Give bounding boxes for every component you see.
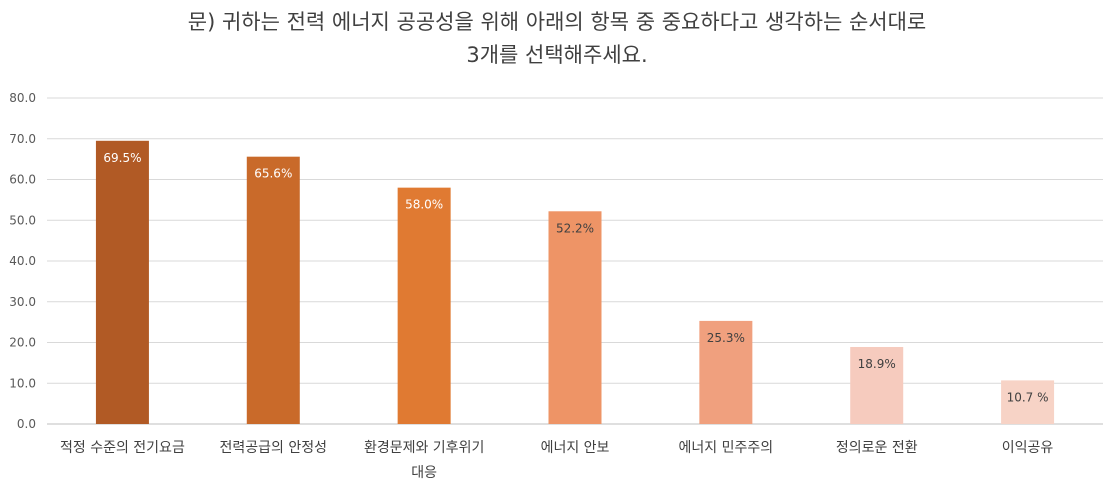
chart-title: 문) 귀하는 전력 에너지 공공성을 위해 아래의 항목 중 중요하다고 생각하… [0, 6, 1114, 72]
y-tick-label: 60.0 [9, 173, 36, 187]
data-label: 18.9% [858, 357, 896, 371]
y-tick-label: 30.0 [9, 295, 36, 309]
data-label: 58.0% [405, 198, 443, 212]
y-tick-label: 70.0 [9, 132, 36, 146]
x-tick-label: 대응 [411, 465, 437, 481]
y-tick-label: 40.0 [9, 254, 36, 268]
data-label: 65.6% [254, 167, 292, 181]
y-tick-label: 50.0 [9, 213, 36, 227]
data-label: 10.7 % [1007, 390, 1049, 404]
x-tick-label: 에너지 안보 [541, 440, 610, 456]
bar [397, 187, 451, 424]
data-label: 69.5% [103, 151, 141, 165]
y-tick-label: 80.0 [9, 91, 36, 105]
bar [95, 140, 149, 424]
data-label: 52.2% [556, 221, 594, 235]
bar [1001, 380, 1055, 424]
x-tick-label: 에너지 민주주의 [679, 440, 774, 456]
y-tick-label: 0.0 [17, 417, 36, 431]
x-tick-label: 적정 수준의 전기요금 [60, 440, 185, 456]
bar [699, 320, 753, 424]
x-tick-label: 이익공유 [1002, 440, 1054, 456]
data-label: 25.3% [707, 331, 745, 345]
chart-title-line-1: 문) 귀하는 전력 에너지 공공성을 위해 아래의 항목 중 중요하다고 생각하… [187, 10, 927, 34]
y-axis: 0.0 10.0 20.0 30.0 40.0 50.0 60.0 70.0 80.0 [9, 91, 36, 431]
bars: 69.5% 65.6% 58.0% 52.2% 25.3% 18.9% 10.7 % [95, 140, 1055, 424]
x-tick-label: 정의로운 전환 [836, 440, 918, 456]
bar [246, 156, 300, 424]
x-tick-label: 전력공급의 안정성 [220, 440, 328, 456]
y-tick-label: 10.0 [9, 376, 36, 390]
chart-title-line-2: 3개를 선택해주세요. [466, 43, 648, 67]
bar [850, 346, 904, 424]
x-tick-label: 환경문제와 기후위기 [364, 440, 484, 456]
bar [548, 211, 602, 424]
y-tick-label: 20.0 [9, 336, 36, 350]
